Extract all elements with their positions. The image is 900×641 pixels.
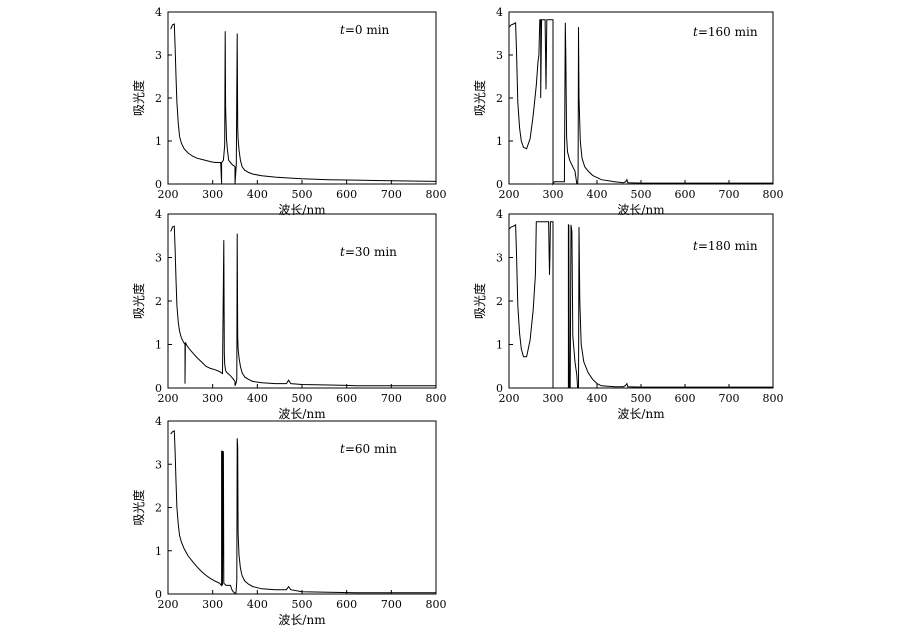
y-tick-label: 2 bbox=[155, 295, 162, 308]
y-tick-label: 0 bbox=[155, 178, 162, 191]
x-tick-label: 200 bbox=[499, 392, 520, 405]
absorbance-series-line bbox=[508, 19, 773, 186]
x-axis-label: 波长/nm bbox=[278, 203, 326, 217]
x-tick-label: 800 bbox=[426, 598, 447, 611]
x-tick-label: 700 bbox=[381, 188, 402, 201]
x-tick-label: 200 bbox=[158, 392, 179, 405]
x-tick-label: 500 bbox=[631, 188, 652, 201]
x-tick-label: 800 bbox=[426, 188, 447, 201]
time-variable: t bbox=[693, 25, 698, 39]
x-tick-label: 600 bbox=[336, 598, 357, 611]
panel-2: 200 300 400 500 600 700 800 0 1 2 3 4 波长/nm 吸光度 t=60 m… bbox=[131, 415, 447, 627]
panel-4: 200 300 400 500 600 700 800 0 1 2 3 4 波长/nm 吸光度 t=180 … bbox=[472, 208, 784, 421]
x-tick-label: 700 bbox=[381, 392, 402, 405]
y-tick-label: 3 bbox=[496, 49, 503, 62]
panel-1: 200 300 400 500 600 700 800 0 1 2 3 4 波长/nm 吸光度 t=30 m… bbox=[131, 208, 447, 421]
time-value: =0 min bbox=[345, 23, 390, 37]
x-tick-label: 300 bbox=[543, 392, 564, 405]
y-tick-label: 3 bbox=[155, 458, 162, 471]
y-tick-label: 2 bbox=[155, 92, 162, 105]
x-tick-label: 500 bbox=[292, 392, 313, 405]
y-tick-label: 2 bbox=[155, 502, 162, 515]
x-tick-label: 300 bbox=[543, 188, 564, 201]
x-tick-label: 400 bbox=[247, 392, 268, 405]
y-tick-label: 3 bbox=[155, 252, 162, 265]
x-tick-label: 700 bbox=[719, 188, 740, 201]
x-tick-label: 500 bbox=[292, 188, 313, 201]
y-axis-label: 吸光度 bbox=[131, 283, 146, 319]
time-annotation: t=60 min bbox=[340, 442, 397, 456]
y-tick-label: 0 bbox=[496, 382, 503, 395]
time-variable: t bbox=[340, 245, 345, 259]
time-variable: t bbox=[693, 239, 698, 253]
x-tick-label: 200 bbox=[158, 188, 179, 201]
y-tick-label: 0 bbox=[155, 588, 162, 601]
x-tick-label: 600 bbox=[336, 392, 357, 405]
time-annotation: t=160 min bbox=[693, 25, 758, 39]
y-tick-label: 4 bbox=[155, 415, 162, 428]
x-tick-label: 400 bbox=[247, 188, 268, 201]
x-tick-label: 300 bbox=[202, 598, 223, 611]
x-tick-label: 800 bbox=[763, 392, 784, 405]
time-value: =180 min bbox=[698, 239, 758, 253]
x-tick-label: 800 bbox=[426, 392, 447, 405]
time-value: =60 min bbox=[345, 442, 397, 456]
time-annotation: t=180 min bbox=[693, 239, 758, 253]
y-axis-label: 吸光度 bbox=[131, 489, 146, 525]
y-axis-label: 吸光度 bbox=[131, 80, 146, 116]
x-tick-label: 600 bbox=[336, 188, 357, 201]
y-tick-label: 3 bbox=[496, 252, 503, 265]
y-axis-label: 吸光度 bbox=[472, 80, 487, 116]
x-tick-label: 700 bbox=[381, 598, 402, 611]
time-annotation: t=30 min bbox=[340, 245, 397, 259]
y-tick-label: 1 bbox=[155, 545, 162, 558]
time-value: =160 min bbox=[698, 25, 758, 39]
y-tick-label: 4 bbox=[496, 6, 503, 19]
y-tick-label: 4 bbox=[155, 6, 162, 19]
y-tick-label: 4 bbox=[155, 208, 162, 221]
absorbance-series-line bbox=[170, 23, 437, 185]
absorbance-series-line bbox=[508, 221, 773, 389]
x-tick-label: 400 bbox=[587, 188, 608, 201]
x-tick-label: 200 bbox=[499, 188, 520, 201]
time-variable: t bbox=[340, 23, 345, 37]
y-tick-label: 0 bbox=[496, 178, 503, 191]
panel-0: 200 300 400 500 600 700 800 0 1 2 3 4 波长/nm 吸光度 t=0 mi… bbox=[131, 6, 447, 217]
x-tick-label: 200 bbox=[158, 598, 179, 611]
x-tick-label: 800 bbox=[763, 188, 784, 201]
x-axis-label: 波长/nm bbox=[617, 203, 665, 217]
y-tick-label: 0 bbox=[155, 382, 162, 395]
x-axis-label: 波长/nm bbox=[617, 407, 665, 421]
y-tick-label: 1 bbox=[155, 339, 162, 352]
plot-frame bbox=[167, 11, 437, 185]
x-tick-label: 400 bbox=[587, 392, 608, 405]
plot-frame bbox=[167, 213, 437, 389]
x-tick-label: 400 bbox=[247, 598, 268, 611]
y-tick-label: 1 bbox=[155, 135, 162, 148]
x-tick-label: 300 bbox=[202, 188, 223, 201]
y-tick-label: 1 bbox=[496, 339, 503, 352]
time-variable: t bbox=[340, 442, 345, 456]
y-tick-label: 3 bbox=[155, 49, 162, 62]
y-tick-label: 4 bbox=[496, 208, 503, 221]
x-tick-label: 700 bbox=[719, 392, 740, 405]
x-tick-label: 500 bbox=[631, 392, 652, 405]
y-tick-label: 2 bbox=[496, 92, 503, 105]
time-annotation: t=0 min bbox=[340, 23, 390, 37]
y-tick-label: 2 bbox=[496, 295, 503, 308]
x-tick-label: 600 bbox=[675, 188, 696, 201]
x-axis-label: 波长/nm bbox=[278, 407, 326, 421]
y-axis-label: 吸光度 bbox=[472, 283, 487, 319]
absorbance-series-line bbox=[170, 430, 436, 595]
time-value: =30 min bbox=[345, 245, 397, 259]
x-tick-label: 500 bbox=[292, 598, 313, 611]
x-tick-label: 600 bbox=[675, 392, 696, 405]
y-tick-label: 1 bbox=[496, 135, 503, 148]
absorbance-series-line bbox=[170, 225, 436, 387]
panel-3: 200 300 400 500 600 700 800 0 1 2 3 4 波长/nm 吸光度 t=160 … bbox=[472, 6, 784, 217]
x-axis-label: 波长/nm bbox=[278, 613, 326, 627]
x-tick-label: 300 bbox=[202, 392, 223, 405]
